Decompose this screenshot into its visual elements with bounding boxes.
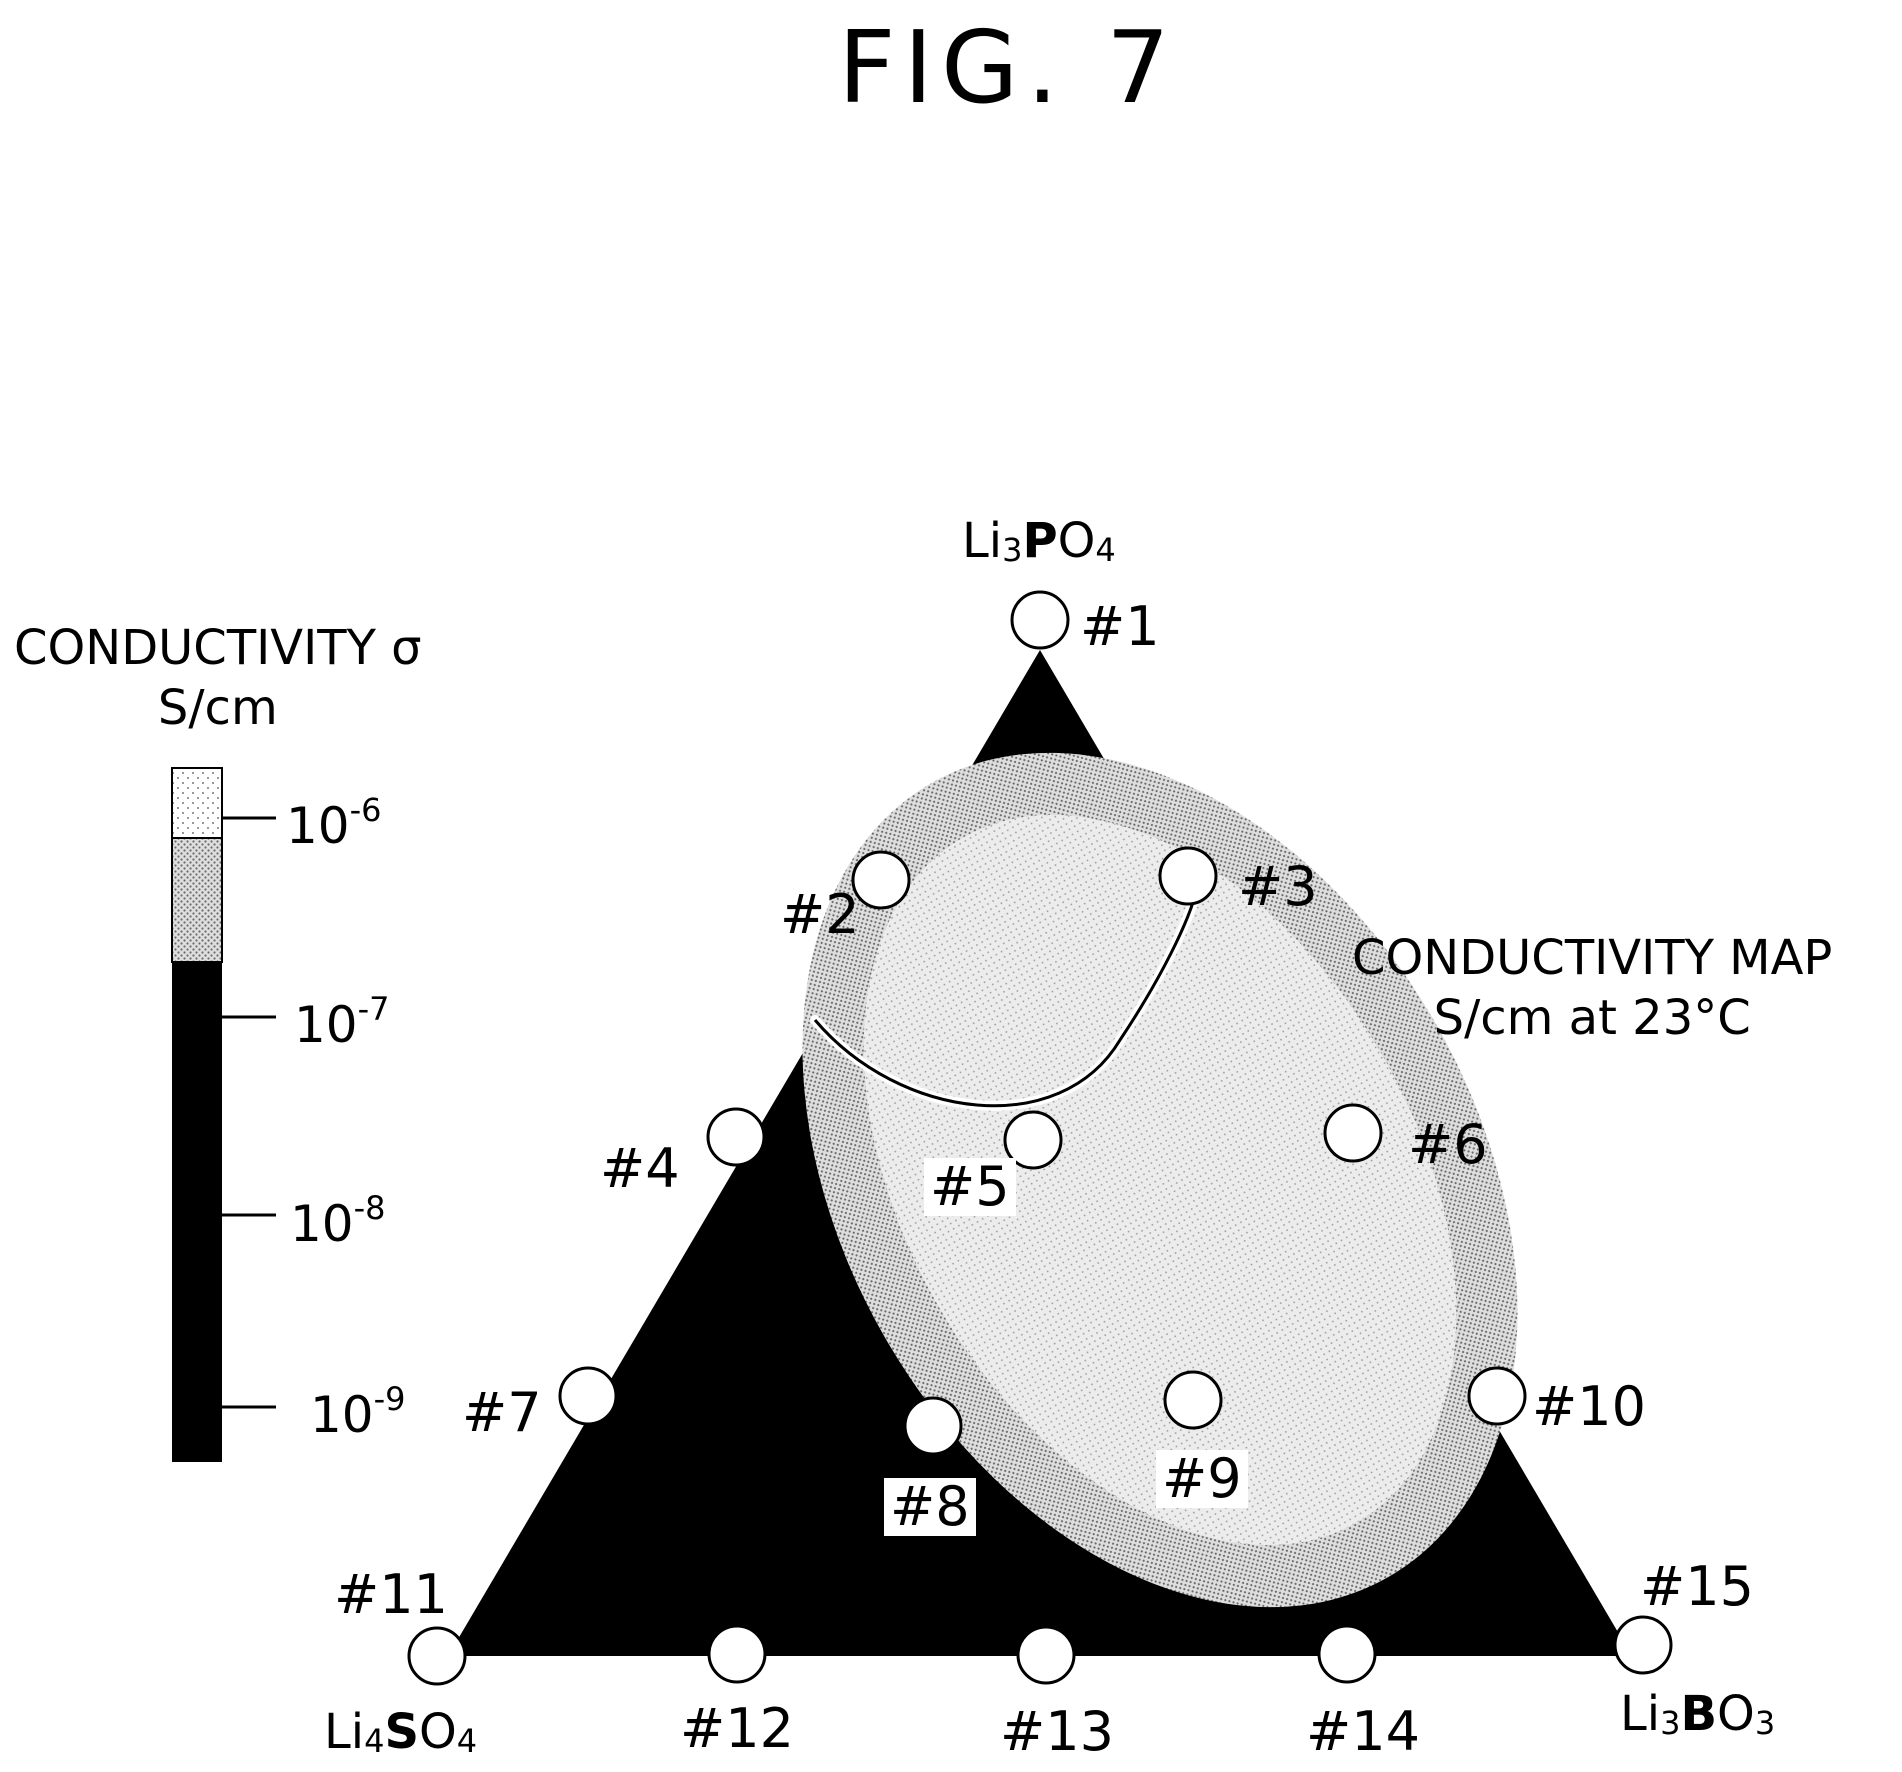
marker-1 — [1012, 592, 1068, 648]
marker-13 — [1018, 1627, 1074, 1683]
marker-2 — [853, 852, 909, 908]
map-heading: CONDUCTIVITY MAP S/cm at 23°C — [1352, 928, 1832, 1048]
marker-6 — [1325, 1105, 1381, 1161]
point-label-13: #13 — [1000, 1705, 1114, 1759]
point-label-11: #11 — [334, 1568, 448, 1622]
vertex-label-top: Li3PO4 — [962, 517, 1116, 566]
marker-8 — [905, 1398, 961, 1454]
point-label-8: #8 — [884, 1478, 976, 1536]
figure-title: FIG. 7 — [838, 18, 1178, 118]
point-label-2: #2 — [780, 888, 860, 942]
scale-bar-sparse — [172, 768, 222, 838]
point-label-4: #4 — [600, 1142, 680, 1196]
marker-14 — [1319, 1626, 1375, 1682]
point-label-14: #14 — [1306, 1705, 1420, 1759]
legend-heading: CONDUCTIVITY σ S/cm — [14, 618, 422, 738]
point-label-6: #6 — [1408, 1118, 1488, 1172]
legend-tick-label-3: 10-8 — [290, 1192, 386, 1249]
marker-10 — [1469, 1368, 1525, 1424]
marker-4 — [708, 1109, 764, 1165]
legend-heading-line2: S/cm — [14, 678, 422, 738]
marker-9 — [1165, 1372, 1221, 1428]
legend-tick-label-1: 10-6 — [286, 794, 382, 851]
point-label-9: #9 — [1156, 1450, 1248, 1508]
map-heading-line2: S/cm at 23°C — [1352, 988, 1832, 1048]
legend-tick-label-4: 10-9 — [310, 1383, 406, 1440]
point-label-7: #7 — [462, 1386, 542, 1440]
legend-heading-line1: CONDUCTIVITY σ — [14, 618, 422, 678]
marker-12 — [709, 1626, 765, 1682]
legend-tick-label-2: 10-7 — [294, 993, 390, 1050]
point-label-10: #10 — [1532, 1380, 1646, 1434]
marker-15 — [1615, 1617, 1671, 1673]
point-label-12: #12 — [680, 1702, 794, 1756]
vertex-label-right: Li3BO3 — [1620, 1690, 1775, 1739]
marker-7 — [560, 1368, 616, 1424]
point-label-5: #5 — [924, 1158, 1016, 1216]
point-label-3: #3 — [1238, 860, 1318, 914]
marker-11 — [409, 1628, 465, 1684]
map-heading-line1: CONDUCTIVITY MAP — [1352, 928, 1832, 988]
point-label-1: #1 — [1080, 600, 1160, 654]
point-label-15: #15 — [1640, 1560, 1754, 1614]
marker-3 — [1160, 848, 1216, 904]
vertex-label-left: Li4SO4 — [324, 1708, 477, 1757]
